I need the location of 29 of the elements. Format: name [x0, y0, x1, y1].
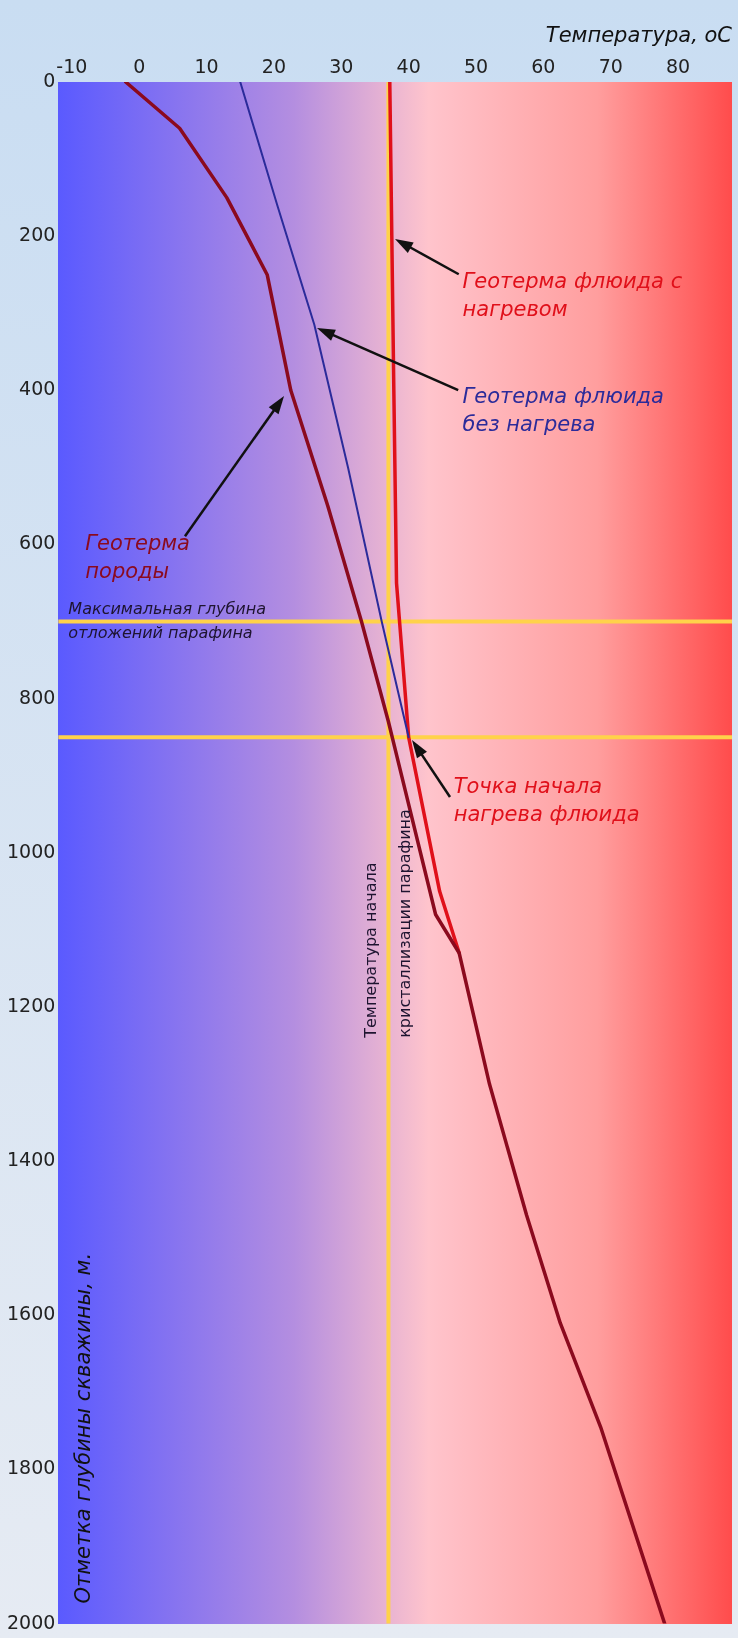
y-tick-label: 1800	[6, 1456, 56, 1479]
ref-line-label: Максимальная глубина отложений парафина	[68, 598, 266, 642]
y-axis-title: Отметка глубины скважины, м.	[70, 1252, 95, 1604]
y-tick-label: 1000	[6, 839, 56, 862]
x-tick-label: 50	[463, 54, 489, 77]
y-tick-label: 1200	[6, 993, 56, 1016]
x-tick-label: 20	[261, 54, 287, 77]
y-tick-label: 600	[19, 531, 56, 554]
text: Геотерма флюида без нагрева	[462, 384, 664, 437]
x-tick-label: 80	[666, 54, 691, 77]
y-tick-label: 800	[19, 685, 56, 708]
annotation: Точка начала нагрева флюида	[453, 773, 640, 826]
x-tick-label: 30	[329, 54, 354, 77]
x-tick-label: 60	[531, 54, 556, 77]
x-tick-label: 0	[133, 54, 146, 77]
x-axis-title: Температура, оС	[545, 23, 733, 48]
text: Геотерма породы	[85, 530, 190, 583]
x-tick-label: 10	[194, 54, 219, 77]
ref-line-label: Температура начала кристаллизации парафина	[360, 809, 414, 1039]
y-tick-label: 1600	[6, 1302, 56, 1325]
y-tick-label: 0	[43, 68, 56, 91]
y-tick-label: 2000	[6, 1610, 56, 1633]
x-tick-label: -10	[56, 54, 88, 77]
text: Геотерма флюида с нагревом	[462, 268, 683, 321]
x-tick-label: 70	[598, 54, 623, 77]
y-tick-label: 200	[19, 223, 56, 246]
y-tick-label: 1400	[6, 1148, 56, 1171]
x-tick-label: 40	[396, 54, 421, 77]
y-tick-label: 400	[19, 377, 56, 400]
